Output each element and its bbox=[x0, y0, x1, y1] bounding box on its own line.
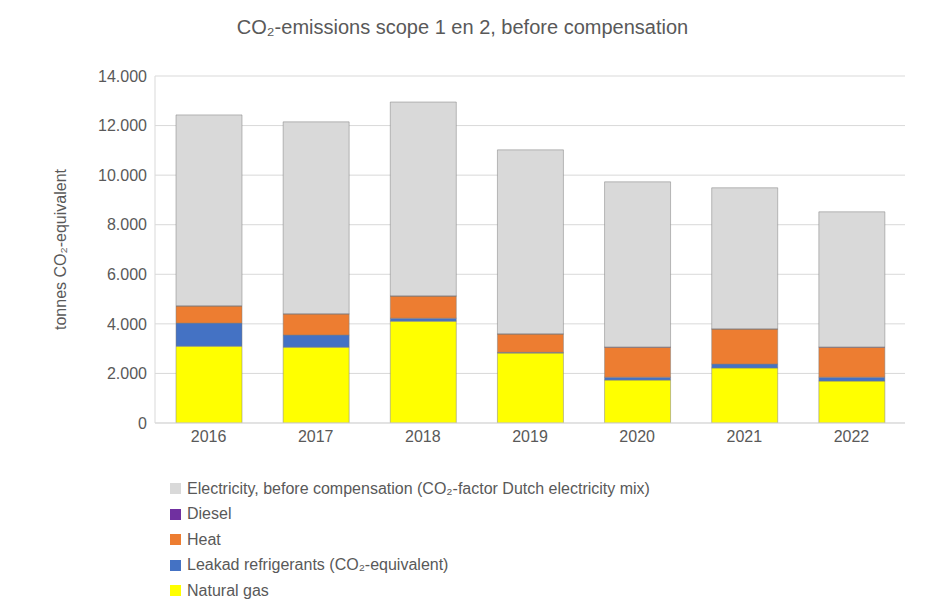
svg-text:2020: 2020 bbox=[619, 428, 655, 445]
svg-text:2018: 2018 bbox=[405, 428, 441, 445]
svg-text:tonnes CO₂-equivalent: tonnes CO₂-equivalent bbox=[52, 168, 69, 330]
svg-text:2022: 2022 bbox=[834, 428, 870, 445]
html-text:Diesel: Diesel bbox=[187, 505, 232, 523]
svg-text:0: 0 bbox=[138, 415, 147, 432]
svg-text:2021: 2021 bbox=[726, 428, 762, 445]
svg-text:14.000: 14.000 bbox=[98, 68, 147, 85]
svg-text:6.000: 6.000 bbox=[107, 266, 147, 283]
svg-text:10.000: 10.000 bbox=[98, 167, 147, 184]
svg-text:12.000: 12.000 bbox=[98, 117, 147, 134]
html-text:CO₂-emissions scope 1 en 2, be: CO₂-emissions scope 1 en 2, before compe… bbox=[236, 16, 689, 38]
html-text:Electricity, before compensati: Electricity, before compensation (CO₂-fa… bbox=[187, 479, 650, 497]
svg-text:2019: 2019 bbox=[512, 428, 548, 445]
html-text:Leakad refrigerants (CO₂-equiv: Leakad refrigerants (CO₂-equivalent) bbox=[187, 556, 449, 574]
svg-text:4.000: 4.000 bbox=[107, 316, 147, 333]
svg-text:2.000: 2.000 bbox=[107, 365, 147, 382]
html-text:Natural gas: Natural gas bbox=[187, 581, 269, 599]
html-text:Heat: Heat bbox=[187, 530, 221, 548]
svg-text:2017: 2017 bbox=[298, 428, 334, 445]
svg-text:2016: 2016 bbox=[191, 428, 227, 445]
svg-text:8.000: 8.000 bbox=[107, 216, 147, 233]
